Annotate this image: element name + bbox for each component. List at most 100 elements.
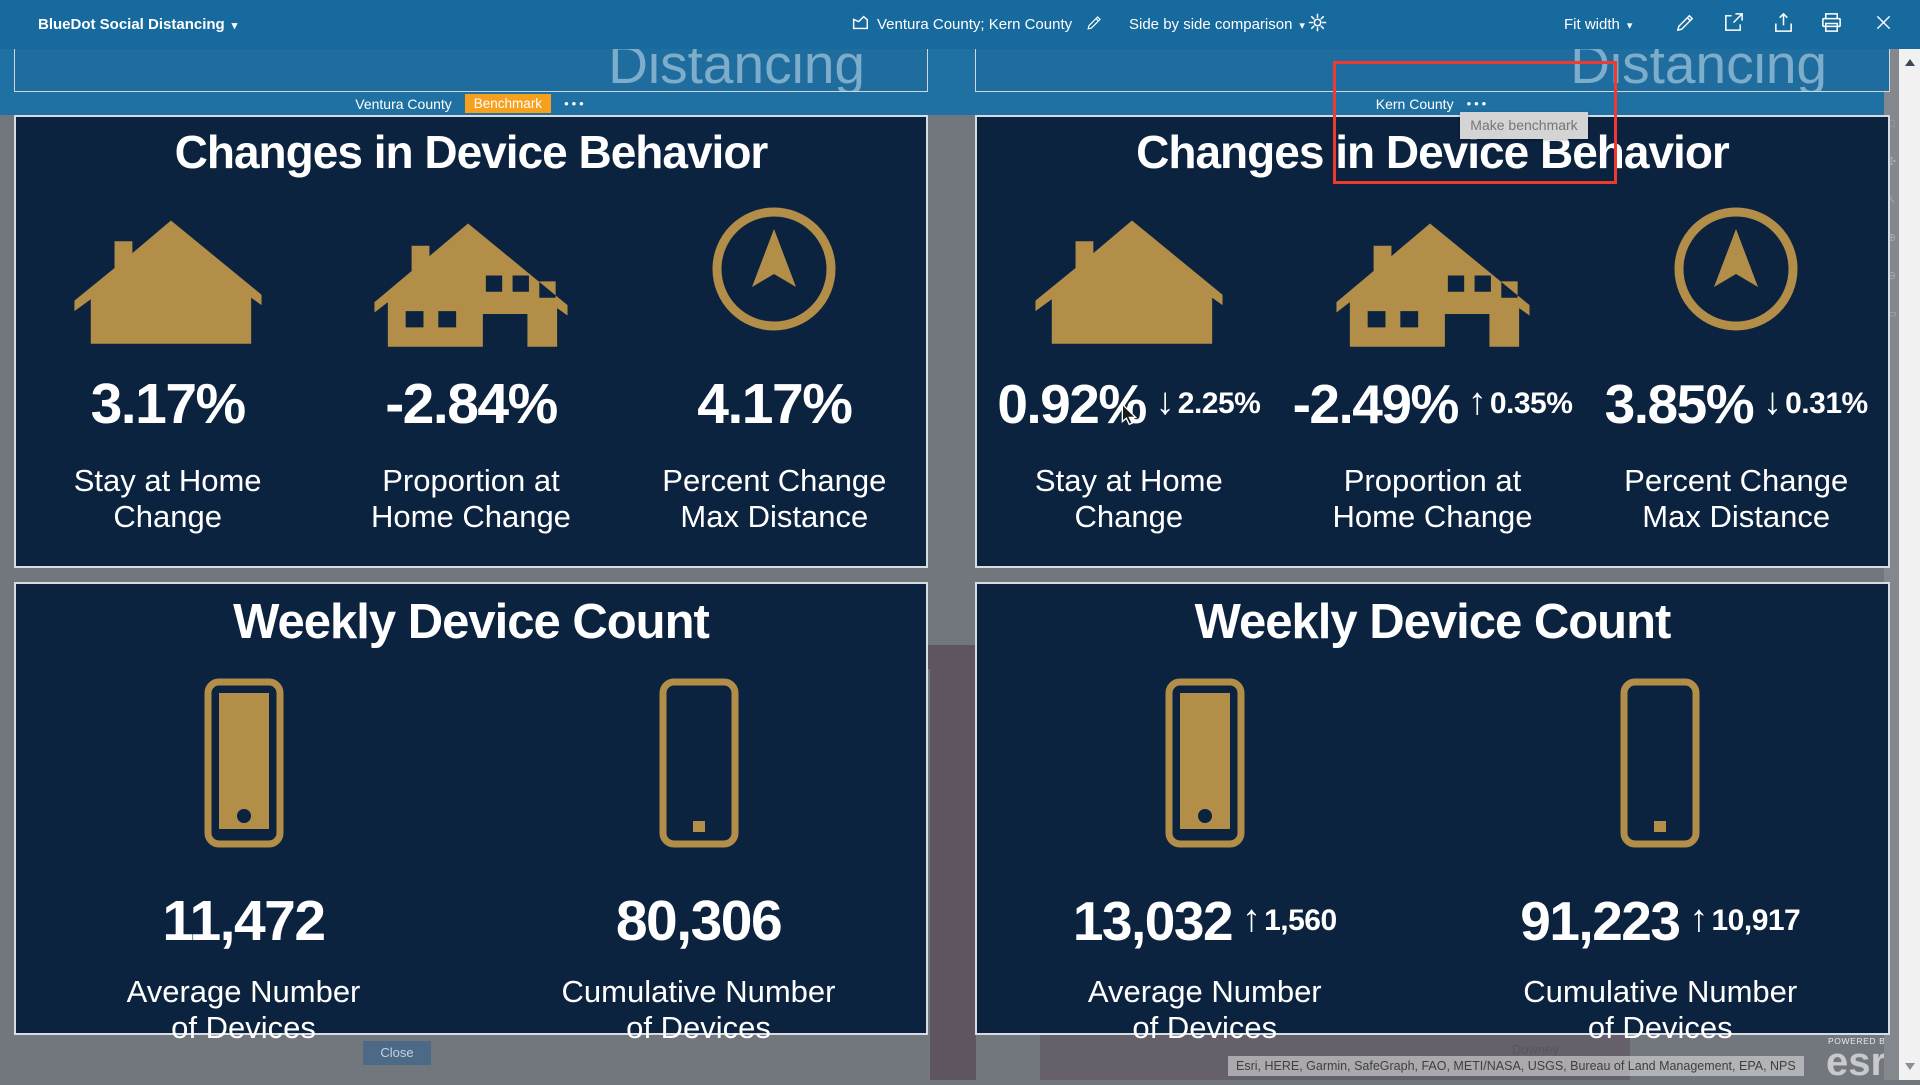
phone-outline-icon [471,652,926,874]
gear-icon [1308,13,1327,36]
top-app-bar: BlueDot Social Distancing ▾ Ventura Coun… [0,0,1920,49]
metric-max-distance: 3.85% ↓ 0.31% Percent Change Max Distanc… [1584,181,1888,535]
zoom-in-icon: ⊕ [1886,232,1897,244]
phone-filled-icon [977,652,1433,874]
card-title: Weekly Device Count [1194,595,1672,649]
close-button[interactable]: Close [363,1041,431,1065]
selection-group: Ventura County; Kern County [850,0,1104,49]
metrics-row: 3.17% Stay at Home Change -2.84% Proport… [16,181,926,535]
metric-value: 4.17% [697,372,853,436]
down-arrow: ↓ [1155,380,1175,423]
map-attribution: Esri, HERE, Garmin, SafeGraph, FAO, METI… [1228,1056,1804,1076]
bookmark-icon: □ [1888,118,1895,130]
right-county-header: Kern County ••• [975,92,1890,115]
house-icon [16,181,319,357]
share-button[interactable] [1770,12,1796,38]
metric-label: Stay at Home Change [73,463,262,534]
map-road [930,645,976,1080]
close-icon [1873,12,1894,38]
metric-label: Average Number of Devices [1087,974,1322,1045]
metric-stay-at-home: 3.17% Stay at Home Change [16,181,319,535]
close-panel-button[interactable] [1870,12,1896,38]
right-weekly-card: Weekly Device Count 13,032 ↑ 1,560 Avera… [975,582,1890,1045]
metric-label: Average Number of Devices [126,974,361,1045]
metric-label: Stay at Home Change [1034,463,1223,534]
right-page-title-fragment: Distancing [1570,49,1827,92]
zoom-out-icon: ⊖ [1886,270,1897,282]
powered-by-label: POWERED BY [1828,1036,1892,1046]
fit-width-dropdown[interactable]: Fit width ▾ [1564,0,1632,49]
extent-icon: ▭ [1886,308,1897,320]
scrollbar[interactable] [1899,49,1920,1080]
select-cursor-icon: ↖ [1886,194,1897,206]
settings-gear[interactable] [1308,0,1327,49]
metric-proportion-at-home: -2.84% Proportion at Home Change [319,181,622,535]
card-title: Changes in Device Behavior [1136,126,1730,178]
make-benchmark-menu-item[interactable]: Make benchmark [1460,112,1588,139]
metrics-row: 0.92% ↓ 2.25% Stay at Home Change -2.49%… [977,181,1888,535]
card-title: Changes in Device Behavior [174,126,769,178]
house-windows-icon [319,181,622,357]
right-page-title-card: Distancing [975,49,1890,92]
polygon-select-icon [850,13,870,37]
metric-max-distance: 4.17% Percent Change Max Distance [623,181,926,535]
up-arrow: ↑ [1242,897,1262,940]
chevron-down-icon: ▾ [231,20,238,32]
metric-value: 3.85% ↓ 0.31% [1604,373,1869,435]
up-arrow: ↑ [1467,380,1487,423]
metric-value: 11,472 [162,889,326,953]
house-icon [977,181,1281,357]
share-upload-icon [1772,11,1795,39]
metric-label: Cumulative Number of Devices [561,974,836,1045]
metric-average-devices: 13,032 ↑ 1,560 Average Number of Devices [977,652,1433,1046]
metric-label: Cumulative Number of Devices [1523,974,1798,1045]
compass-icon [623,181,926,357]
scroll-down-arrow[interactable] [1905,1063,1915,1070]
chevron-down-icon: ▾ [1299,20,1305,32]
phone-outline-icon [1433,652,1889,874]
fit-width-label: Fit width [1564,16,1620,33]
left-menu-dots[interactable]: ••• [564,96,587,111]
chevron-down-icon: ▾ [1626,20,1633,32]
right-county-label: Kern County [1375,95,1454,112]
mouse-cursor [1120,402,1138,432]
metric-value: -2.49% ↑ 0.35% [1292,373,1573,435]
metric-stay-at-home: 0.92% ↓ 2.25% Stay at Home Change [977,181,1281,535]
edit-button[interactable] [1672,12,1698,38]
metric-value: -2.84% [385,372,558,436]
right-menu-dots[interactable]: ••• [1466,96,1490,111]
card-title: Weekly Device Count [233,595,710,649]
map-place-label: Downey [1512,1042,1559,1057]
mode-dropdown[interactable]: Side by side comparison ▾ [1129,0,1305,49]
metric-cumulative-devices: 91,223 ↑ 10,917 Cumulative Number of Dev… [1433,652,1889,1046]
scroll-up-arrow[interactable] [1905,59,1915,66]
metric-value: 80,306 [615,889,783,953]
metric-cumulative-devices: 80,306 Cumulative Number of Devices [471,652,926,1046]
metric-label: Proportion at Home Change [371,463,571,534]
print-button[interactable] [1818,12,1844,38]
down-arrow: ↓ [1763,380,1783,423]
export-icon [1722,11,1745,39]
left-county-header: Ventura County Benchmark ••• [14,92,928,115]
metrics-row: 11,472 Average Number of Devices 80,306 … [16,652,926,1046]
metrics-row: 13,032 ↑ 1,560 Average Number of Devices… [977,652,1888,1046]
left-county-label: Ventura County [355,95,452,112]
edit-selection-pencil-icon[interactable] [1085,13,1104,36]
app-title-dropdown[interactable]: BlueDot Social Distancing ▾ [38,0,237,49]
benchmark-badge: Benchmark [464,94,552,113]
mode-label: Side by side comparison [1129,16,1293,33]
left-weekly-card: Weekly Device Count 11,472 Average Numbe… [14,582,928,1045]
selection-label: Ventura County; Kern County [877,16,1073,33]
phone-filled-icon [16,652,471,874]
metric-label: Proportion at Home Change [1332,463,1533,534]
pencil-icon [1674,11,1697,39]
house-windows-icon [1281,181,1585,357]
pan-hand-icon: ✣ [1886,156,1897,168]
left-page-title-card: Distancing [14,49,928,92]
export-button[interactable] [1720,12,1746,38]
metric-average-devices: 11,472 Average Number of Devices [16,652,471,1046]
metric-value: 91,223 ↑ 10,917 [1520,890,1801,952]
metric-label: Percent Change Max Distance [662,463,887,534]
metric-value: 3.17% [90,372,247,436]
up-arrow: ↑ [1689,897,1709,940]
